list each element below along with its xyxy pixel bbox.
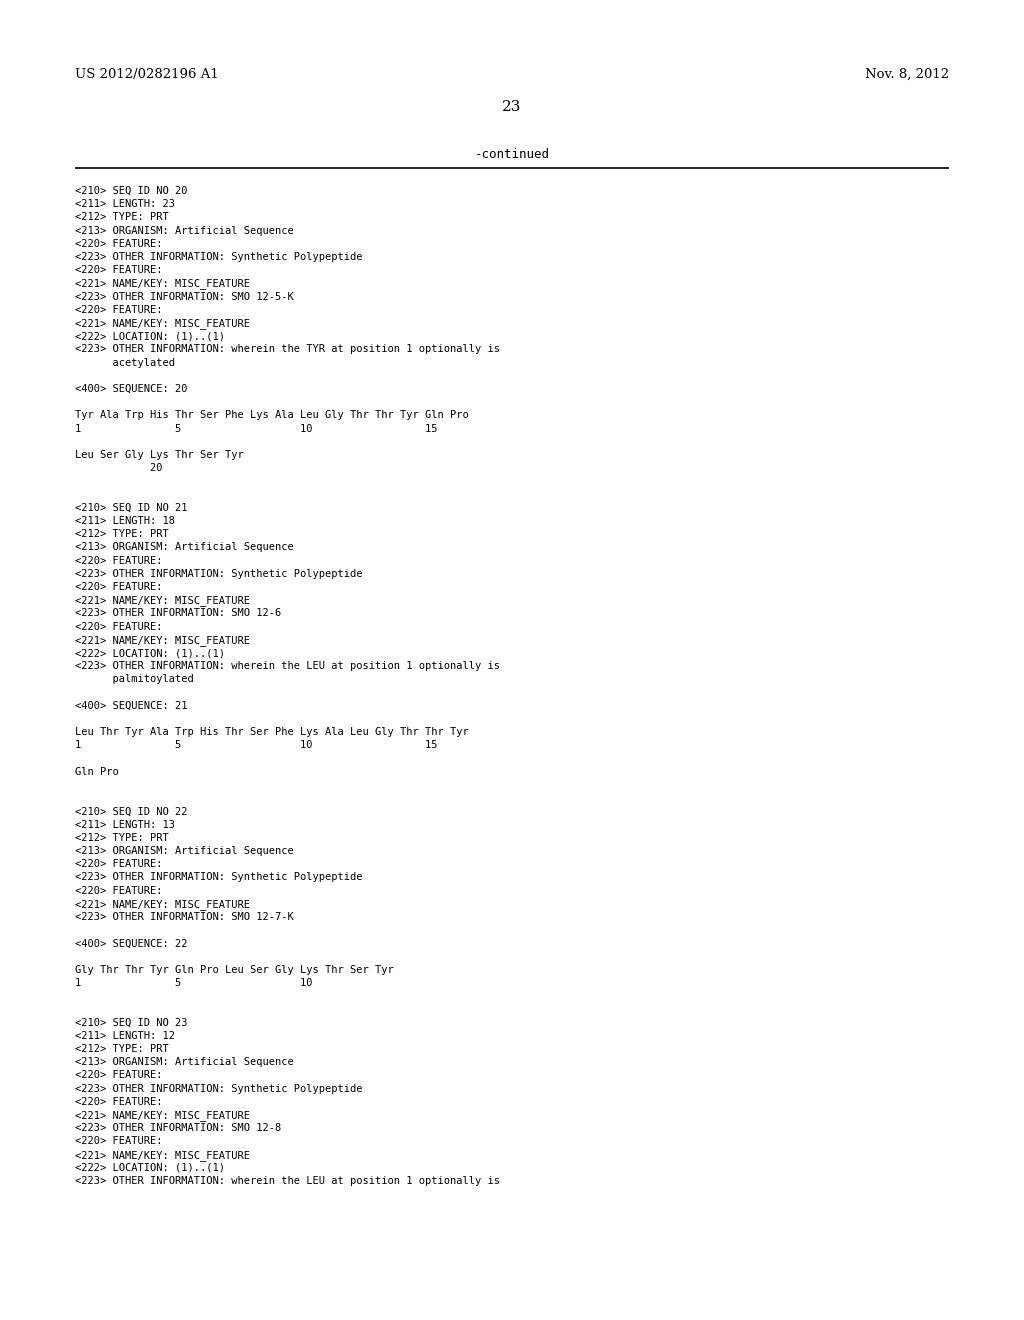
Text: 20: 20 — [75, 463, 163, 473]
Text: <222> LOCATION: (1)..(1): <222> LOCATION: (1)..(1) — [75, 1163, 225, 1172]
Text: <213> ORGANISM: Artificial Sequence: <213> ORGANISM: Artificial Sequence — [75, 226, 294, 235]
Text: <223> OTHER INFORMATION: SMO 12-8: <223> OTHER INFORMATION: SMO 12-8 — [75, 1123, 282, 1133]
Text: Nov. 8, 2012: Nov. 8, 2012 — [865, 69, 949, 81]
Text: <220> FEATURE:: <220> FEATURE: — [75, 1071, 163, 1080]
Text: <212> TYPE: PRT: <212> TYPE: PRT — [75, 1044, 169, 1053]
Text: <222> LOCATION: (1)..(1): <222> LOCATION: (1)..(1) — [75, 331, 225, 341]
Text: <223> OTHER INFORMATION: wherein the LEU at position 1 optionally is: <223> OTHER INFORMATION: wherein the LEU… — [75, 661, 500, 671]
Text: <220> FEATURE:: <220> FEATURE: — [75, 622, 163, 631]
Text: <220> FEATURE:: <220> FEATURE: — [75, 859, 163, 869]
Text: 1               5                   10                  15: 1 5 10 15 — [75, 741, 437, 750]
Text: Tyr Ala Trp His Thr Ser Phe Lys Ala Leu Gly Thr Thr Tyr Gln Pro: Tyr Ala Trp His Thr Ser Phe Lys Ala Leu … — [75, 411, 469, 420]
Text: <221> NAME/KEY: MISC_FEATURE: <221> NAME/KEY: MISC_FEATURE — [75, 279, 250, 289]
Text: <220> FEATURE:: <220> FEATURE: — [75, 1137, 163, 1146]
Text: <220> FEATURE:: <220> FEATURE: — [75, 239, 163, 248]
Text: acetylated: acetylated — [75, 358, 175, 367]
Text: <210> SEQ ID NO 21: <210> SEQ ID NO 21 — [75, 503, 187, 512]
Text: <223> OTHER INFORMATION: Synthetic Polypeptide: <223> OTHER INFORMATION: Synthetic Polyp… — [75, 252, 362, 261]
Text: Leu Thr Tyr Ala Trp His Thr Ser Phe Lys Ala Leu Gly Thr Thr Tyr: Leu Thr Tyr Ala Trp His Thr Ser Phe Lys … — [75, 727, 469, 737]
Text: <221> NAME/KEY: MISC_FEATURE: <221> NAME/KEY: MISC_FEATURE — [75, 1110, 250, 1121]
Text: <212> TYPE: PRT: <212> TYPE: PRT — [75, 213, 169, 222]
Text: Leu Ser Gly Lys Thr Ser Tyr: Leu Ser Gly Lys Thr Ser Tyr — [75, 450, 244, 459]
Text: <223> OTHER INFORMATION: wherein the LEU at position 1 optionally is: <223> OTHER INFORMATION: wherein the LEU… — [75, 1176, 500, 1185]
Text: -continued: -continued — [474, 148, 550, 161]
Text: <400> SEQUENCE: 22: <400> SEQUENCE: 22 — [75, 939, 187, 948]
Text: <223> OTHER INFORMATION: Synthetic Polypeptide: <223> OTHER INFORMATION: Synthetic Polyp… — [75, 569, 362, 578]
Text: <212> TYPE: PRT: <212> TYPE: PRT — [75, 833, 169, 842]
Text: <223> OTHER INFORMATION: SMO 12-7-K: <223> OTHER INFORMATION: SMO 12-7-K — [75, 912, 294, 921]
Text: <210> SEQ ID NO 20: <210> SEQ ID NO 20 — [75, 186, 187, 195]
Text: <220> FEATURE:: <220> FEATURE: — [75, 1097, 163, 1106]
Text: <210> SEQ ID NO 22: <210> SEQ ID NO 22 — [75, 807, 187, 816]
Text: US 2012/0282196 A1: US 2012/0282196 A1 — [75, 69, 218, 81]
Text: <400> SEQUENCE: 20: <400> SEQUENCE: 20 — [75, 384, 187, 393]
Text: <223> OTHER INFORMATION: Synthetic Polypeptide: <223> OTHER INFORMATION: Synthetic Polyp… — [75, 873, 362, 882]
Text: <221> NAME/KEY: MISC_FEATURE: <221> NAME/KEY: MISC_FEATURE — [75, 595, 250, 606]
Text: <212> TYPE: PRT: <212> TYPE: PRT — [75, 529, 169, 539]
Text: 1               5                   10                  15: 1 5 10 15 — [75, 424, 437, 433]
Text: <220> FEATURE:: <220> FEATURE: — [75, 886, 163, 895]
Text: <222> LOCATION: (1)..(1): <222> LOCATION: (1)..(1) — [75, 648, 225, 657]
Text: <223> OTHER INFORMATION: SMO 12-6: <223> OTHER INFORMATION: SMO 12-6 — [75, 609, 282, 618]
Text: Gly Thr Thr Tyr Gln Pro Leu Ser Gly Lys Thr Ser Tyr: Gly Thr Thr Tyr Gln Pro Leu Ser Gly Lys … — [75, 965, 394, 974]
Text: <220> FEATURE:: <220> FEATURE: — [75, 265, 163, 275]
Text: <210> SEQ ID NO 23: <210> SEQ ID NO 23 — [75, 1018, 187, 1027]
Text: <213> ORGANISM: Artificial Sequence: <213> ORGANISM: Artificial Sequence — [75, 846, 294, 855]
Text: 23: 23 — [503, 100, 521, 114]
Text: <221> NAME/KEY: MISC_FEATURE: <221> NAME/KEY: MISC_FEATURE — [75, 1150, 250, 1160]
Text: <221> NAME/KEY: MISC_FEATURE: <221> NAME/KEY: MISC_FEATURE — [75, 318, 250, 329]
Text: Gln Pro: Gln Pro — [75, 767, 119, 776]
Text: <220> FEATURE:: <220> FEATURE: — [75, 582, 163, 591]
Text: 1               5                   10: 1 5 10 — [75, 978, 312, 987]
Text: <223> OTHER INFORMATION: wherein the TYR at position 1 optionally is: <223> OTHER INFORMATION: wherein the TYR… — [75, 345, 500, 354]
Text: <213> ORGANISM: Artificial Sequence: <213> ORGANISM: Artificial Sequence — [75, 1057, 294, 1067]
Text: palmitoylated: palmitoylated — [75, 675, 194, 684]
Text: <221> NAME/KEY: MISC_FEATURE: <221> NAME/KEY: MISC_FEATURE — [75, 635, 250, 645]
Text: <220> FEATURE:: <220> FEATURE: — [75, 556, 163, 565]
Text: <221> NAME/KEY: MISC_FEATURE: <221> NAME/KEY: MISC_FEATURE — [75, 899, 250, 909]
Text: <211> LENGTH: 13: <211> LENGTH: 13 — [75, 820, 175, 829]
Text: <211> LENGTH: 18: <211> LENGTH: 18 — [75, 516, 175, 525]
Text: <220> FEATURE:: <220> FEATURE: — [75, 305, 163, 314]
Text: <211> LENGTH: 12: <211> LENGTH: 12 — [75, 1031, 175, 1040]
Text: <213> ORGANISM: Artificial Sequence: <213> ORGANISM: Artificial Sequence — [75, 543, 294, 552]
Text: <211> LENGTH: 23: <211> LENGTH: 23 — [75, 199, 175, 209]
Text: <223> OTHER INFORMATION: SMO 12-5-K: <223> OTHER INFORMATION: SMO 12-5-K — [75, 292, 294, 301]
Text: <223> OTHER INFORMATION: Synthetic Polypeptide: <223> OTHER INFORMATION: Synthetic Polyp… — [75, 1084, 362, 1093]
Text: <400> SEQUENCE: 21: <400> SEQUENCE: 21 — [75, 701, 187, 710]
